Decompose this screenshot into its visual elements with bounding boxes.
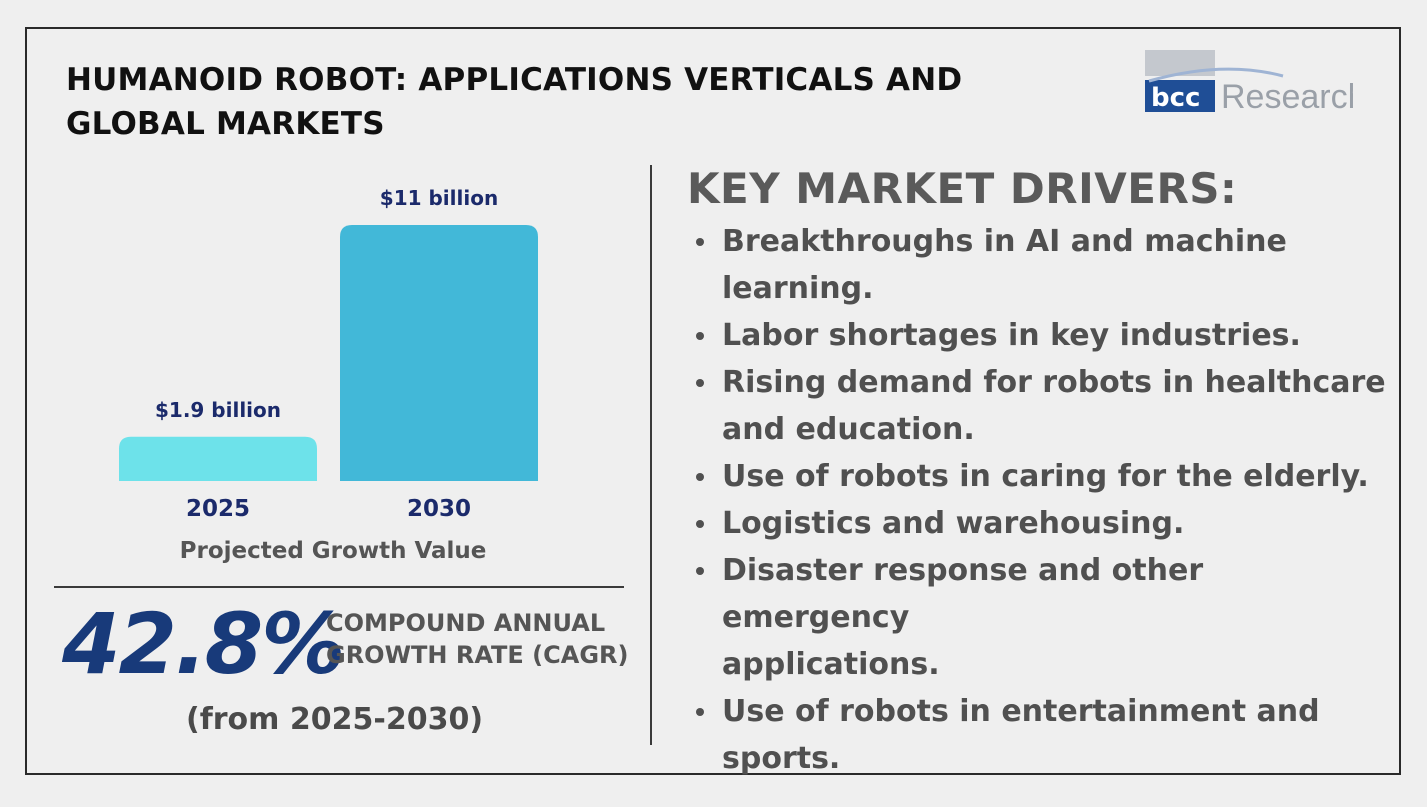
driver-text-line: sports. xyxy=(722,741,841,776)
cagr-value: 42.8% xyxy=(62,595,345,693)
cagr-period: (from 2025-2030) xyxy=(186,702,484,737)
drivers-title: KEY MARKET DRIVERS: xyxy=(687,164,1238,213)
drivers-list: Breakthroughs in AI and machine learning.… xyxy=(690,218,1390,782)
value-label-2025: $1.9 billion xyxy=(155,398,281,422)
driver-item: Rising demand for robots in healthcare an… xyxy=(690,359,1390,453)
svg-text:bcc: bcc xyxy=(1151,83,1200,113)
driver-text-line: Rising demand for robots in healthcare xyxy=(722,365,1386,400)
driver-text-line: Breakthroughs in AI and machine xyxy=(722,224,1287,259)
driver-text-line: Disaster response and other emergency xyxy=(722,553,1204,635)
infographic-frame xyxy=(25,27,1401,775)
driver-text-line: Labor shortages in key industries. xyxy=(722,318,1301,353)
driver-item: Labor shortages in key industries. xyxy=(690,312,1390,359)
svg-text:Research: Research xyxy=(1221,78,1353,116)
growth-bar-chart: $1.9 billion 2025 $11 billion 2030 Projected… xyxy=(119,186,538,564)
bullet-icon xyxy=(696,379,704,387)
tick-label-2030: 2030 xyxy=(407,496,471,522)
bullet-icon xyxy=(696,708,704,716)
column-divider xyxy=(650,165,652,745)
driver-text-line: Logistics and warehousing. xyxy=(722,506,1185,541)
cagr-label-line2: GROWTH RATE (CAGR) xyxy=(326,641,629,669)
driver-text-line: applications. xyxy=(722,647,940,682)
bar-2025 xyxy=(119,436,317,481)
bar-2030 xyxy=(340,225,538,481)
page-title: HUMANOID ROBOT: APPLICATIONS VERTICALS A… xyxy=(66,62,963,142)
driver-text-line: Use of robots in entertainment and xyxy=(722,694,1320,729)
driver-text-line: learning. xyxy=(722,271,874,306)
bullet-icon xyxy=(696,473,704,481)
driver-text-line: and education. xyxy=(722,412,975,447)
driver-item: Logistics and warehousing. xyxy=(690,500,1390,547)
bullet-icon xyxy=(696,520,704,528)
bcc-research-logo: bcc Research xyxy=(1145,50,1353,116)
value-label-2030: $11 billion xyxy=(380,186,498,210)
driver-item: Use of robots in entertainment and sports… xyxy=(690,688,1390,782)
cagr-label-line1: COMPOUND ANNUAL xyxy=(326,609,606,637)
x-axis-label: Projected Growth Value xyxy=(180,538,487,564)
driver-item: Disaster response and other emergency app… xyxy=(690,547,1390,688)
section-divider xyxy=(54,586,624,588)
driver-item: Breakthroughs in AI and machine learning. xyxy=(690,218,1390,312)
tick-label-2025: 2025 xyxy=(186,496,250,522)
bullet-icon xyxy=(696,567,704,575)
bullet-icon xyxy=(696,238,704,246)
driver-item: Use of robots in caring for the elderly. xyxy=(690,453,1390,500)
bullet-icon xyxy=(696,332,704,340)
driver-text-line: Use of robots in caring for the elderly. xyxy=(722,459,1369,494)
